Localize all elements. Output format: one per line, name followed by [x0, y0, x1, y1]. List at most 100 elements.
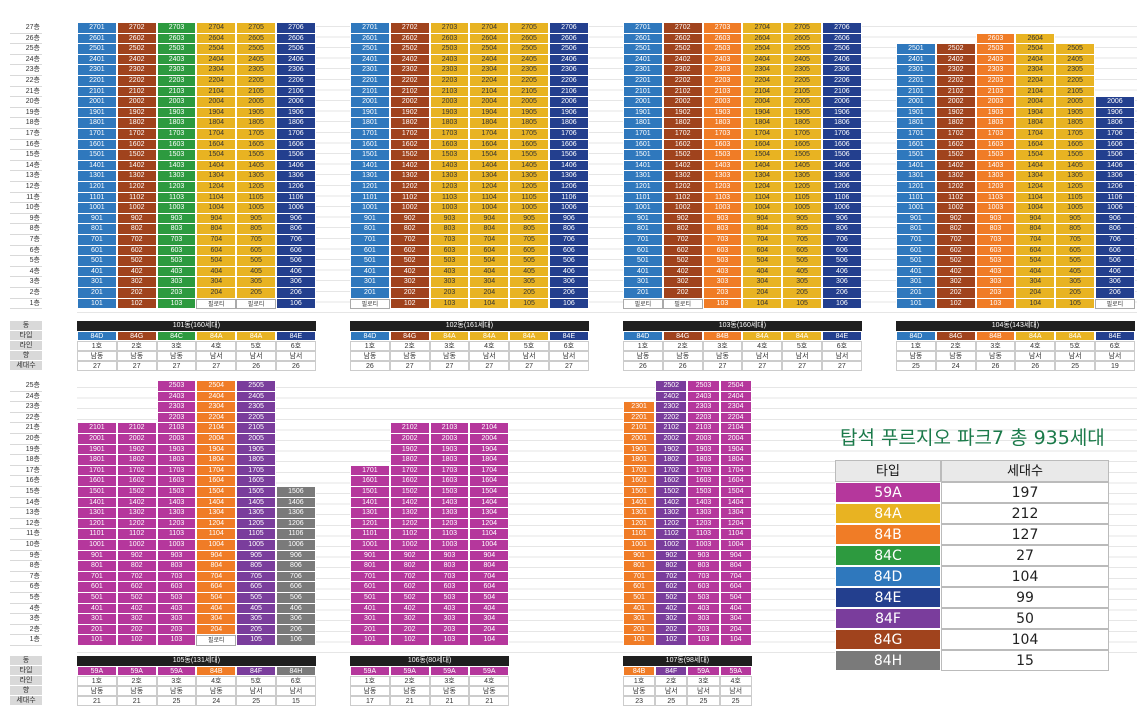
apartment-unit: 203 — [429, 624, 470, 636]
apartment-unit: 1803 — [156, 118, 197, 129]
apartment-unit: 702 — [389, 235, 430, 246]
apartment-unit: 1502 — [655, 487, 688, 498]
building-dir-cell: 남동 — [350, 686, 390, 696]
apartment-unit: 2303 — [429, 65, 470, 76]
apartment-unit: 2203 — [975, 76, 1016, 87]
apartment-unit: 1405 — [782, 160, 822, 172]
apartment-unit: 1302 — [116, 508, 157, 519]
apartment-unit: 204 — [469, 288, 510, 299]
apartment-unit: 1706 — [276, 129, 316, 140]
apartment-unit: 903 — [429, 213, 470, 225]
apartment-unit: 1801 — [77, 455, 117, 466]
apartment-unit: 903 — [702, 213, 743, 225]
apartment-unit: 1201 — [77, 182, 117, 193]
building-count-cell: 25 — [236, 696, 276, 706]
apartment-unit: 1401 — [623, 160, 663, 172]
apartment-unit: 1503 — [429, 487, 470, 498]
apartment-unit: 1403 — [156, 160, 197, 172]
building-line-cell: 3호 — [975, 341, 1016, 351]
building-dir-cell: 남동 — [975, 351, 1016, 361]
apartment-unit: 2706 — [549, 23, 589, 34]
apartment-unit: 1302 — [935, 171, 976, 182]
building-type-cell: 84A — [196, 331, 237, 341]
building-count-cell: 27 — [429, 361, 470, 371]
apartment-unit: 501 — [77, 593, 117, 604]
floor-label: 9층 — [10, 551, 42, 562]
apartment-unit: 1005 — [236, 540, 276, 551]
apartment-unit: 201 — [623, 624, 656, 636]
building-count-cell: 25 — [687, 696, 720, 706]
apartment-unit: 506 — [549, 256, 589, 267]
building-count-cell: 27 — [742, 361, 783, 371]
apartment-unit: 2605 — [782, 33, 822, 45]
building-dir-cell: 남서 — [549, 351, 589, 361]
apartment-unit: 405 — [509, 266, 549, 278]
apartment-unit: 1201 — [350, 182, 390, 193]
header-row-label: 타입 — [10, 331, 42, 341]
apartment-unit: 2302 — [116, 65, 157, 76]
apartment-unit: 2103 — [429, 86, 470, 98]
apartment-unit: 703 — [156, 235, 197, 246]
building-type-cell: 59A — [389, 666, 430, 676]
apartment-unit: 1002 — [116, 203, 157, 214]
apartment-unit: 1805 — [509, 118, 549, 129]
apartment-unit: 1101 — [350, 192, 390, 204]
apartment-unit: 1703 — [156, 465, 197, 477]
apartment-unit: 1804 — [196, 118, 237, 129]
apartment-unit: 1406 — [276, 160, 316, 172]
apartment-unit: 2702 — [116, 23, 157, 34]
building-type-cell: 59A — [116, 666, 157, 676]
apartment-unit: 404 — [196, 603, 237, 615]
apartment-unit: 1604 — [196, 476, 237, 487]
floor-label: 1층 — [10, 299, 42, 310]
apartment-unit: 802 — [662, 224, 703, 235]
apartment-unit: 1801 — [623, 455, 656, 466]
apartment-unit: 704 — [719, 571, 752, 583]
apartment-unit: 1806 — [822, 118, 862, 129]
apartment-unit: 701 — [350, 235, 390, 246]
legend-type-swatch: 84H — [835, 650, 941, 671]
apartment-unit: 1702 — [116, 465, 157, 477]
apartment-unit: 1606 — [1095, 139, 1135, 151]
apartment-unit: 2004 — [469, 434, 510, 445]
apartment-unit: 1104 — [196, 192, 237, 204]
legend-row: 84A 212 — [835, 503, 1109, 524]
apartment-unit: 1706 — [1095, 129, 1135, 140]
building-count-cell: 27 — [702, 361, 743, 371]
apartment-unit: 2605 — [236, 33, 276, 45]
apartment-unit: 1301 — [77, 171, 117, 182]
apartment-unit: 2003 — [975, 97, 1016, 108]
building-count-cell: 26 — [662, 361, 703, 371]
apartment-unit: 1002 — [116, 540, 157, 551]
building-line-cell: 6호 — [549, 341, 589, 351]
apartment-unit: 1105 — [1055, 192, 1095, 204]
building-type-cell: 84E — [549, 331, 589, 341]
floor-label: 22층 — [10, 76, 42, 87]
apartment-unit: 1804 — [719, 455, 752, 466]
apartment-unit: 403 — [975, 266, 1016, 278]
apartment-unit: 2006 — [549, 97, 589, 108]
apartment-unit: 201 — [350, 624, 390, 636]
apartment-unit: 1106 — [549, 192, 589, 204]
apartment-unit: 1304 — [742, 171, 783, 182]
apartment-unit: 802 — [655, 561, 688, 572]
apartment-unit: 2001 — [623, 97, 663, 108]
apartment-unit: 1406 — [276, 497, 316, 509]
building-dir-cell: 남서 — [782, 351, 822, 361]
floor-label-column: 25층 24층 23층 22층 21층 20층 19층 18층 17층 16층 15층 14층 13층 1… — [10, 381, 42, 646]
apartment-unit: 1702 — [662, 129, 703, 140]
apartment-unit: 801 — [77, 561, 117, 572]
apartment-unit: 706 — [276, 571, 316, 583]
apartment-unit: 1206 — [276, 518, 316, 530]
apartment-unit: 505 — [1055, 256, 1095, 267]
apartment-unit: 2703 — [429, 23, 470, 34]
apartment-unit: 1101 — [623, 192, 663, 204]
apartment-unit: 2505 — [1055, 44, 1095, 55]
building-count-cell: 21 — [77, 696, 117, 706]
apartment-unit: 402 — [116, 266, 157, 278]
apartment-unit: 2004 — [742, 97, 783, 108]
apartment-unit: 2204 — [469, 76, 510, 87]
apartment-unit: 2401 — [623, 54, 663, 66]
apartment-unit: 1004 — [1015, 203, 1056, 214]
apartment-unit: 2204 — [719, 412, 752, 424]
